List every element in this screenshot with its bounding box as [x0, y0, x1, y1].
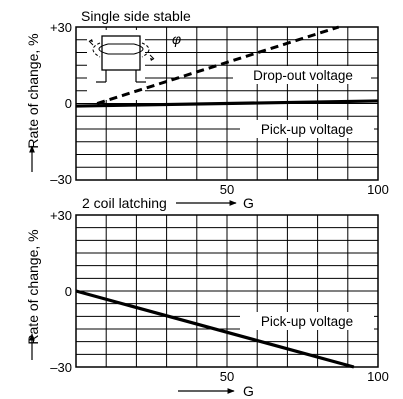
chart-title-top: Single side stable [81, 8, 191, 24]
x-tick-label-top-100: 100 [367, 182, 389, 197]
y-tick-label-bottom-zero: 0 [65, 284, 72, 299]
label-bg-dropout-top [233, 66, 371, 84]
plot-frame-top [75, 26, 379, 181]
series-line-drop-out-voltage-top [96, 25, 340, 105]
label-bg-pickup-top [240, 120, 374, 138]
coil-magnetic-field-diagram-icon [87, 30, 155, 100]
y-tick-label-bottom-min: –30 [50, 360, 72, 375]
x-tick-label-bottom-100: 100 [367, 369, 389, 384]
chart-2-coil-latching: 2 coil latching G +30 0 –30 50 100 G Rat… [25, 192, 389, 399]
y-tick-label-top-zero: 0 [65, 96, 72, 111]
title-bg-bottom [79, 192, 171, 213]
y-tick-label-bottom-max: +30 [50, 208, 72, 223]
y-tick-label-top-min: –30 [50, 172, 72, 187]
x-tick-label-bottom-50: 50 [220, 369, 234, 384]
y-axis-label-bottom: Rate of change, % [25, 229, 41, 344]
series-label-dropout-voltage: Drop-out voltage [253, 68, 353, 83]
label-bg-pickup-bottom [240, 312, 374, 330]
chart-single-side-stable: Single side stable +30 0 –30 50 100 Rate… [25, 8, 389, 197]
x-axis-label-top: G [243, 195, 254, 211]
x-axis-label-bottom: G [243, 383, 254, 399]
x-tick-label-top-50: 50 [220, 182, 234, 197]
y-tick-label-top-max: +30 [50, 20, 72, 35]
annotation-phi: φ [172, 31, 181, 47]
chart-title-bottom: 2 coil latching [82, 195, 167, 211]
series-label-pickup-voltage-bottom: Pick-up voltage [261, 314, 353, 329]
series-label-pickup-voltage-top: Pick-up voltage [261, 122, 353, 137]
series-group-top [75, 25, 379, 108]
series-line-pick-up-voltage-top [75, 99, 379, 108]
series-group-bottom [75, 289, 355, 369]
grid-bottom [76, 215, 378, 367]
series-line-pick-up-voltage-bottom [75, 289, 355, 369]
y-axis-label-top: Rate of change, % [25, 33, 41, 148]
